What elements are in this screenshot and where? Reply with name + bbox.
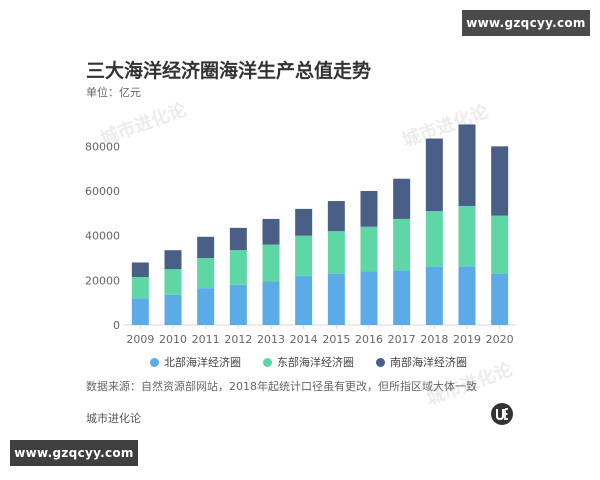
y-tick-label: 20000 — [85, 274, 120, 287]
bar-segment — [229, 250, 247, 285]
x-tick-label: 2014 — [290, 333, 318, 346]
legend-dot-south — [376, 357, 385, 367]
bar-segment — [360, 271, 378, 325]
site-watermark-bottom: www.gzqcyy.com — [10, 440, 138, 466]
bar-segment — [164, 250, 182, 270]
bar-segment — [295, 235, 313, 276]
chart-title: 三大海洋经济圈海洋生产总值走势 — [86, 60, 372, 82]
bar-segment — [197, 288, 215, 325]
brand-logo-icon — [491, 403, 513, 425]
bar-segment — [425, 138, 443, 212]
bar-segment — [164, 294, 182, 325]
y-tick-label: 40000 — [85, 230, 120, 243]
bar-segment — [295, 275, 313, 325]
y-tick-label: 60000 — [85, 185, 120, 198]
x-tick-label: 2013 — [257, 333, 285, 346]
x-tick-label: 2011 — [192, 333, 220, 346]
bar-segment — [262, 281, 280, 325]
bar-segment — [327, 201, 345, 232]
bar-segment — [491, 146, 509, 216]
legend-item-east: 东部海洋经济圈 — [263, 354, 354, 370]
legend-dot-north — [150, 357, 159, 367]
bar-segment — [295, 208, 313, 236]
bar-segment — [131, 276, 149, 299]
legend-label-east: 东部海洋经济圈 — [277, 356, 354, 369]
legend: 北部海洋经济圈 东部海洋经济圈 南部海洋经济圈 — [150, 354, 480, 370]
x-tick-label: 2016 — [355, 333, 383, 346]
bar-segment — [393, 178, 411, 219]
bar-segment — [360, 191, 378, 227]
brand-name: 城市进化论 — [86, 412, 141, 425]
site-watermark-top: www.gzqcyy.com — [462, 10, 590, 36]
bar-segment — [425, 211, 443, 267]
x-tick-label: 2009 — [126, 333, 154, 346]
x-tick-label: 2012 — [224, 333, 252, 346]
bar-segment — [327, 273, 345, 325]
bar-segment — [491, 215, 509, 274]
bar-segment — [262, 244, 280, 282]
bar-segment — [491, 273, 509, 325]
x-tick-label: 2010 — [159, 333, 187, 346]
x-tick-label: 2017 — [388, 333, 416, 346]
bar-segment — [262, 218, 280, 245]
unit-label: 单位：亿元 — [86, 86, 141, 99]
bar-segment — [458, 205, 476, 267]
x-tick-label: 2018 — [420, 333, 448, 346]
x-tick-label: 2020 — [486, 333, 514, 346]
legend-dot-east — [263, 357, 272, 367]
legend-label-south: 南部海洋经济圈 — [390, 356, 467, 369]
legend-item-north: 北部海洋经济圈 — [150, 354, 241, 370]
bar-segment — [197, 236, 215, 258]
bar-segment — [360, 226, 378, 272]
bar-segment — [197, 258, 215, 289]
bar-segment — [164, 269, 182, 295]
bar-segment — [393, 270, 411, 325]
data-source: 数据来源：自然资源部网站，2018年起统计口径虽有更改，但所指区域大体一致 — [86, 380, 477, 393]
bar-segment — [393, 218, 411, 271]
x-tick-label: 2019 — [453, 333, 481, 346]
bar-segment — [131, 262, 149, 277]
bar-segment — [425, 266, 443, 325]
bar-segment — [229, 227, 247, 251]
bar-segment — [327, 231, 345, 274]
bar-segment — [458, 266, 476, 325]
x-tick-label: 2015 — [322, 333, 350, 346]
bar-segment — [229, 284, 247, 325]
legend-label-north: 北部海洋经济圈 — [164, 356, 241, 369]
y-tick-label: 80000 — [85, 140, 120, 153]
legend-item-south: 南部海洋经济圈 — [376, 354, 467, 370]
bar-segment — [458, 124, 476, 206]
bar-segment — [131, 298, 149, 325]
y-tick-label: 0 — [113, 319, 120, 332]
